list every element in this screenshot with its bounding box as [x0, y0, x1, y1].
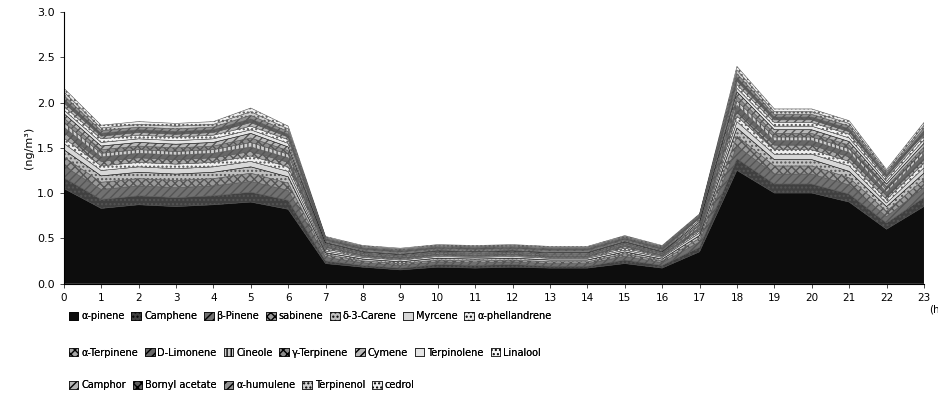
- Legend: α-pinene, Camphene, β-Pinene, sabinene, δ-3-Carene, Myrcene, α-phellandrene: α-pinene, Camphene, β-Pinene, sabinene, …: [68, 311, 552, 321]
- Text: (hr): (hr): [930, 304, 938, 314]
- Legend: Camphor, Bornyl acetate, α-humulene, Terpinenol, cedrol: Camphor, Bornyl acetate, α-humulene, Ter…: [68, 380, 415, 390]
- Y-axis label: (ng/m³): (ng/m³): [24, 127, 34, 169]
- Legend: α-Terpinene, D-Limonene, Cineole, γ-Terpinene, Cymene, Terpinolene, Linalool: α-Terpinene, D-Limonene, Cineole, γ-Terp…: [68, 347, 541, 358]
